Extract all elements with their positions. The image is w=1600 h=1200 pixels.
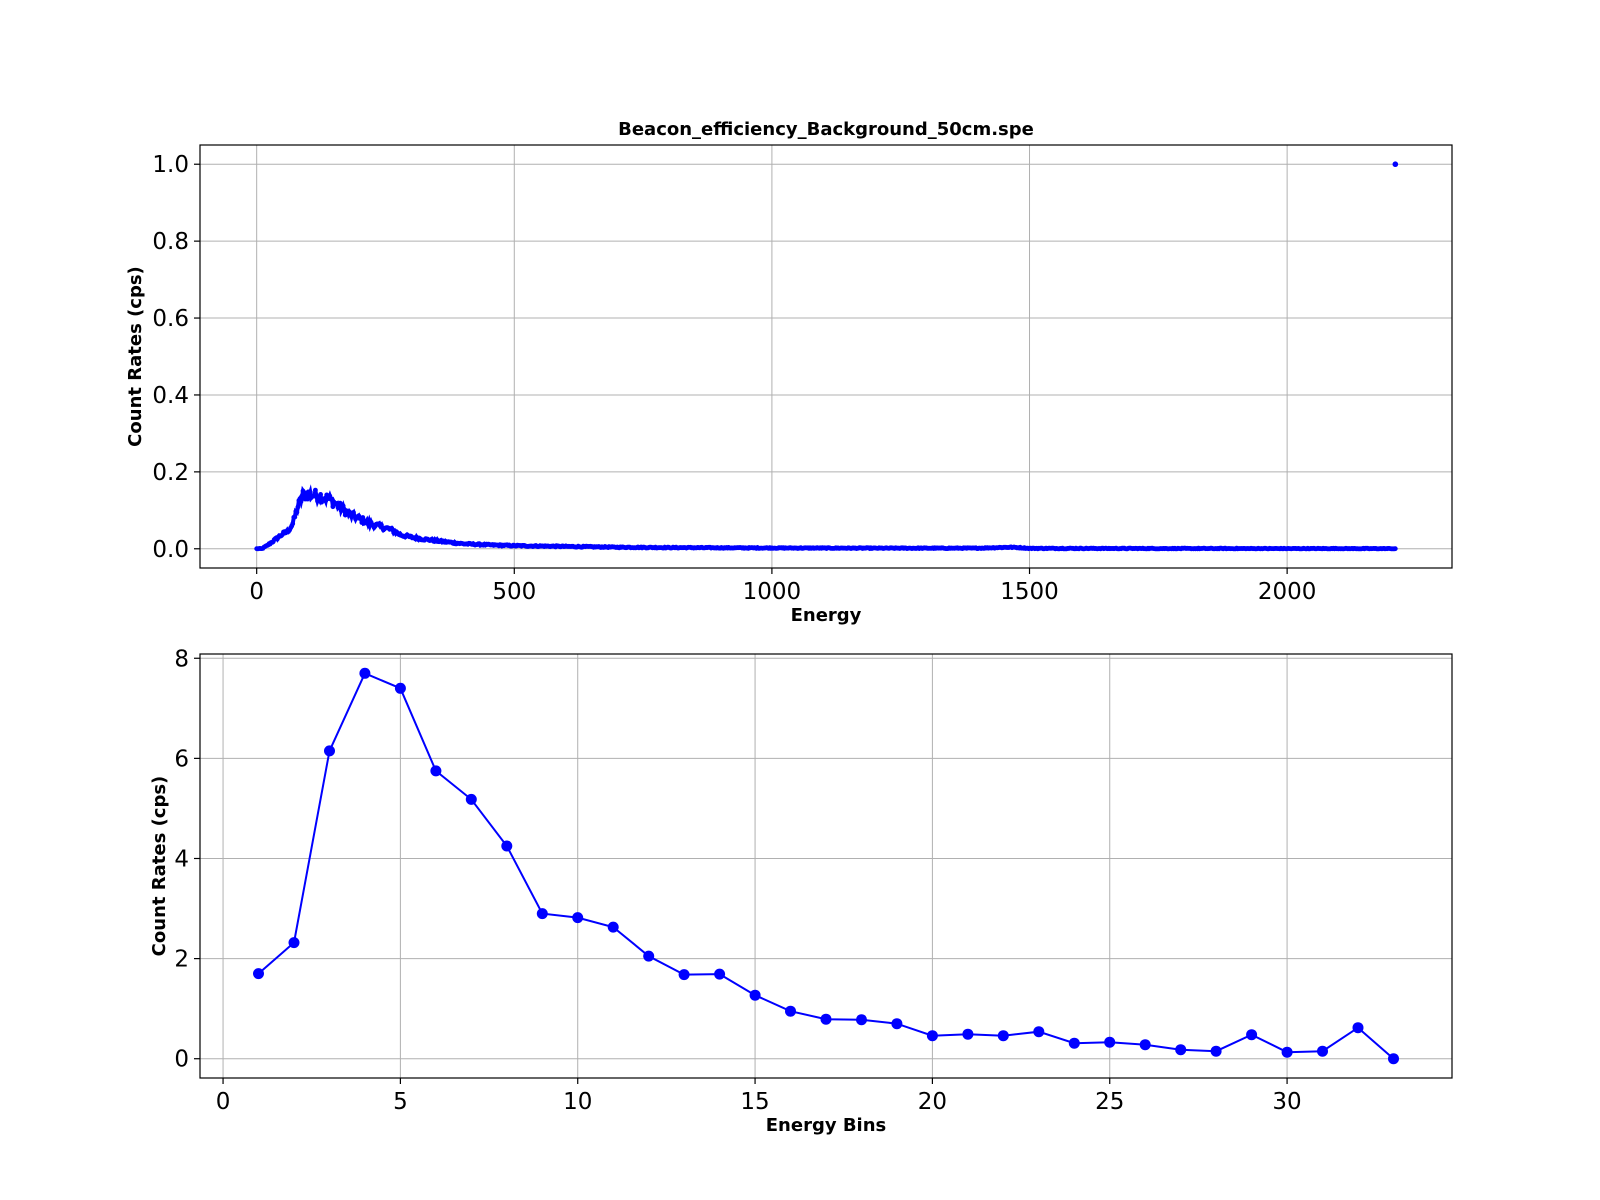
x-tick-label: 0 [249,579,264,605]
data-point [643,950,655,962]
y-axis-label: Count Rates (cps) [149,776,170,957]
data-point [1175,1044,1187,1056]
axis-ticks: 0 5 10 15 20 25 30 0 2 4 6 8 [174,646,1301,1115]
data-point [1246,1029,1258,1041]
x-tick-label: 10 [563,1089,592,1115]
plot-frame [199,144,1453,569]
y-tick-label: 0.0 [152,537,189,563]
axis-ticks: 0 500 1000 1500 2000 0.0 0.2 0.4 0.6 0.8 1.0 [152,152,1316,605]
spectrum-point [304,496,310,502]
data-point [288,937,300,949]
y-tick-label: 0.8 [152,229,189,255]
data-point [1033,1026,1045,1038]
data-series [254,161,1399,552]
y-tick-label: 0 [174,1047,189,1073]
data-point [607,921,619,933]
data-point [1210,1045,1222,1057]
y-tick-label: 4 [174,846,189,872]
y-tick-label: 0.4 [152,383,189,409]
data-point [1352,1022,1364,1034]
data-point [749,989,761,1001]
data-point [1139,1039,1151,1051]
binned-plot: 0 5 10 15 20 25 30 0 2 4 6 8 Energy Bins Count Rate… [149,646,1453,1136]
data-point [536,908,548,920]
y-tick-label: 2 [174,947,189,973]
data-point [820,1013,832,1025]
data-point [856,1014,867,1026]
data-point [1068,1037,1080,1049]
data-point [253,968,264,980]
spectrum-point [307,489,313,495]
x-axis-label: Energy [791,605,862,626]
y-tick-label: 8 [174,646,189,672]
data-point [430,765,442,777]
data-point [785,1005,796,1017]
x-tick-label: 1000 [743,579,802,605]
x-tick-label: 15 [740,1089,769,1115]
spectrum-point [337,500,343,506]
x-tick-label: 1500 [1000,579,1059,605]
spectrum-point [318,492,323,497]
spectrum-plot: Beacon_efficiency_Background_50cm.spe 0 5… [125,119,1453,626]
data-point [1317,1045,1328,1057]
data-point [1104,1036,1116,1048]
x-tick-label: 20 [918,1089,947,1115]
spectrum-point [1392,546,1398,552]
plot-title: Beacon_efficiency_Background_50cm.spe [618,119,1034,140]
data-point [926,1030,938,1042]
data-point [359,667,371,679]
y-axis-label: Count Rates (cps) [125,266,146,447]
data-point [997,1030,1009,1042]
plot-frame [199,653,1453,1079]
grid [200,654,1452,1078]
outlier-point [1392,161,1399,168]
data-point [572,912,584,924]
x-tick-label: 0 [216,1089,231,1115]
spectrum-point [295,504,301,510]
x-tick-label: 5 [393,1089,408,1115]
data-series [253,667,1399,1065]
data-point [394,682,406,694]
data-point [324,745,335,757]
data-point [1281,1046,1293,1058]
y-tick-label: 0.6 [152,306,189,332]
spectrum-point [292,514,298,520]
y-tick-label: 6 [174,746,189,772]
y-tick-label: 0.2 [152,460,189,486]
x-tick-label: 500 [492,579,536,605]
x-axis-label: Energy Bins [766,1115,887,1136]
data-point [714,968,726,980]
data-point [962,1028,974,1040]
x-tick-label: 2000 [1258,579,1317,605]
spectrum-point [351,510,356,515]
data-point [891,1018,903,1030]
spectrum-point [290,521,296,527]
spectrum-point [313,487,318,493]
spectrum-point [298,499,304,504]
data-point [1388,1053,1399,1065]
x-tick-label: 30 [1272,1089,1301,1115]
spectrum-point [360,515,366,520]
spectrum-point [294,509,300,515]
data-point [678,969,690,981]
data-point [501,840,513,852]
data-point [465,793,477,805]
y-tick-label: 1.0 [152,152,189,178]
x-tick-label: 25 [1095,1089,1124,1115]
